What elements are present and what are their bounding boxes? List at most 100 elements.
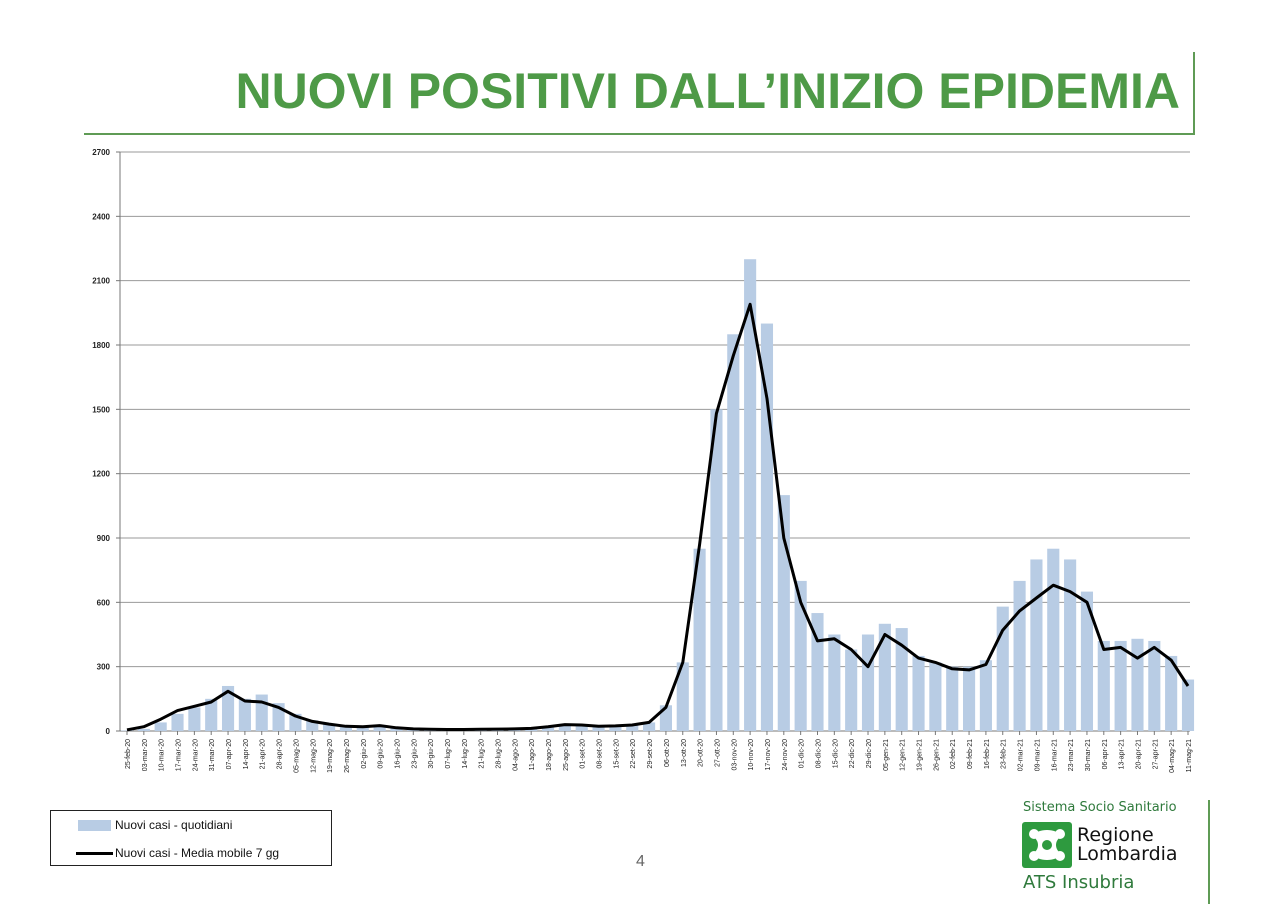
bar-02-mar-21: [1013, 580, 1026, 731]
x-tick-label-18: 30-giu-20: [428, 739, 435, 769]
bar-26-mag-20: [339, 725, 352, 731]
y-tick-label-6: 1800: [92, 341, 110, 350]
x-tick-label-55: 16-mar-21: [1051, 739, 1058, 771]
bar-02-giu-20: [356, 726, 369, 731]
bar-07-apr-20: [221, 685, 235, 731]
logo-bottom-text: ATS Insubria: [1023, 872, 1135, 893]
x-tick-label-45: 05-gen-21: [883, 739, 890, 771]
x-tick-label-19: 07-lug-20: [445, 739, 452, 769]
x-tick-label-54: 09-mar-21: [1034, 739, 1041, 771]
x-tick-label-44: 29-dic-20: [866, 739, 873, 768]
x-tick-label-7: 14-apr-20: [243, 739, 250, 769]
x-tick-label-0: 25-feb-20: [125, 739, 132, 769]
legend-item-daily: Nuovi casi - quotidiani: [51, 815, 232, 835]
x-tick-label-28: 08-set-20: [597, 739, 604, 769]
bar-05-gen-21: [878, 623, 891, 731]
legend-label-daily: Nuovi casi - quotidiani: [115, 818, 233, 832]
cases-chart: 0 300 600 900 1200 1500 1800 2100 2400 2700 25-fe…: [92, 148, 1195, 773]
bar-01-set-20: [575, 725, 588, 731]
bar-09-feb-21: [963, 666, 976, 731]
bar-19-mag-20: [323, 723, 336, 731]
bar-09-giu-20: [373, 726, 386, 731]
page-title: NUOVI POSITIVI DALL’INIZIO EPIDEMIA: [235, 63, 1180, 119]
page-number: 4: [636, 853, 645, 870]
bar-15-dic-20: [828, 634, 841, 731]
legend-swatch-line: [76, 851, 113, 855]
x-tick-label-22: 28-lug-20: [496, 739, 503, 769]
x-tick-label-8: 21-apr-20: [260, 739, 267, 769]
y-tick-label-5: 1500: [92, 405, 110, 414]
x-tick-label-6: 07-apr-20: [226, 739, 233, 769]
legend-swatch-bar: [78, 819, 111, 831]
bar-09-mar-21: [1030, 559, 1043, 731]
x-tick-label-57: 30-mar-21: [1085, 739, 1092, 771]
bar-12-mag-20: [306, 720, 319, 731]
bar-27-ott-20: [710, 409, 723, 731]
y-tick-label-3: 900: [97, 534, 111, 543]
bar-16-feb-21: [979, 660, 992, 731]
bar-20-ott-20: [693, 548, 706, 731]
y-tick-label-7: 2100: [92, 277, 110, 286]
x-tick-label-60: 20-apr-21: [1135, 739, 1142, 769]
bar-04-mag-21: [1165, 655, 1178, 731]
chart-grid: [119, 151, 1190, 732]
x-tick-label-26: 25-ago-20: [563, 739, 570, 771]
bar-29-dic-20: [861, 634, 875, 731]
x-tick-label-9: 28-apr-20: [277, 739, 284, 769]
x-tick-label-62: 04-mag-21: [1169, 739, 1176, 773]
x-tick-label-58: 06-apr-21: [1102, 739, 1109, 769]
chart-legend: Nuovi casi - quotidiani Nuovi casi - Med…: [50, 810, 332, 866]
bar-08-dic-20: [811, 613, 824, 731]
x-tick-label-61: 27-apr-21: [1152, 739, 1159, 769]
bar-01-dic-20: [794, 580, 807, 731]
x-tick-label-15: 09-giu-20: [378, 739, 385, 769]
legend-label-average: Nuovi casi - Media mobile 7 gg: [115, 846, 280, 860]
legend-item-average: Nuovi casi - Media mobile 7 gg: [51, 843, 279, 863]
y-tick-label-2: 600: [97, 598, 111, 607]
bar-03-mar-20: [137, 728, 150, 731]
bar-23-mar-21: [1064, 559, 1077, 731]
bar-30-mar-21: [1080, 591, 1094, 731]
x-tick-label-50: 09-feb-21: [967, 739, 974, 769]
bar-06-apr-21: [1097, 640, 1110, 731]
bar-29-set-20: [643, 722, 656, 731]
x-tick-label-46: 12-gen-21: [900, 739, 907, 771]
x-tick-label-59: 13-apr-21: [1119, 739, 1126, 769]
bar-19-gen-21: [912, 655, 925, 731]
bar-25-ago-20: [558, 724, 571, 731]
logo-top-text: Sistema Socio Sanitario: [1023, 800, 1177, 815]
title-underline: [84, 133, 1195, 135]
bar-27-apr-21: [1148, 640, 1161, 731]
x-tick-label-49: 02-feb-21: [950, 739, 957, 769]
bar-10-nov-20: [744, 259, 757, 731]
x-tick-label-2: 10-mar-20: [159, 739, 166, 771]
bar-10-mar-20: [154, 722, 167, 731]
x-tick-label-63: 11-mag-21: [1186, 739, 1193, 772]
bar-12-gen-21: [895, 628, 908, 731]
x-tick-label-43: 22-dic-20: [849, 739, 856, 768]
x-tick-label-53: 02-mar-21: [1018, 739, 1025, 771]
x-tick-label-56: 23-mar-21: [1068, 739, 1075, 771]
x-tick-label-52: 23-feb-21: [1001, 739, 1008, 769]
bar-26-gen-21: [929, 662, 942, 731]
bar-16-giu-20: [390, 728, 403, 731]
y-tick-label-1: 300: [97, 663, 111, 672]
x-tick-label-10: 05-mag-20: [293, 739, 300, 773]
x-tick-label-33: 13-ott-20: [681, 739, 688, 767]
bar-22-dic-20: [845, 649, 858, 731]
x-tick-label-25: 18-ago-20: [546, 739, 553, 771]
bar-17-mar-20: [171, 713, 184, 731]
x-tick-label-21: 21-lug-20: [479, 739, 486, 769]
x-tick-label-42: 15-dic-20: [832, 739, 839, 768]
bar-11-mag-21: [1181, 679, 1195, 731]
x-tick-label-30: 22-set-20: [630, 739, 637, 769]
x-tick-label-20: 14-lug-20: [462, 739, 469, 769]
x-tick-label-48: 26-gen-21: [933, 739, 940, 771]
x-tick-label-12: 19-mag-20: [327, 739, 334, 773]
daily-cases-bars: [120, 259, 1195, 731]
x-tick-label-17: 23-giu-20: [411, 739, 418, 769]
x-tick-label-14: 02-giu-20: [361, 739, 368, 769]
bar-16-mar-21: [1047, 548, 1060, 731]
x-tick-label-1: 03-mar-20: [142, 739, 149, 771]
x-tick-label-51: 16-feb-21: [984, 739, 991, 769]
